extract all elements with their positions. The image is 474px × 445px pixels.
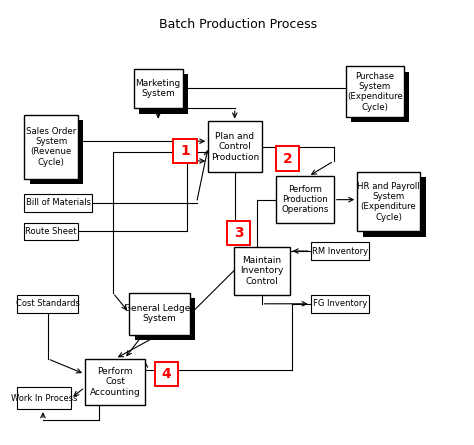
Text: Maintain
Inventory
Control: Maintain Inventory Control [240, 256, 283, 286]
Bar [24, 115, 78, 178]
Bar [139, 74, 188, 113]
Bar [24, 194, 92, 211]
Bar [310, 295, 369, 312]
Text: 1: 1 [180, 144, 190, 158]
Text: 2: 2 [283, 152, 292, 166]
Bar [310, 242, 369, 260]
Text: Purchase
System
(Expenditure
Cycle): Purchase System (Expenditure Cycle) [347, 72, 402, 112]
Bar [173, 139, 197, 163]
Bar [135, 298, 195, 340]
Bar [208, 121, 262, 172]
Text: Route Sheet: Route Sheet [25, 227, 77, 236]
Text: Batch Production Process: Batch Production Process [159, 18, 318, 31]
Bar [18, 295, 78, 312]
Text: HR and Payroll
System
(Expenditure
Cycle): HR and Payroll System (Expenditure Cycle… [357, 182, 420, 222]
Text: Plan and
Control
Production: Plan and Control Production [211, 132, 259, 162]
Text: 3: 3 [234, 226, 243, 240]
Bar [155, 362, 178, 386]
Text: FG Inventory: FG Inventory [312, 299, 367, 308]
Text: Perform
Production
Operations: Perform Production Operations [281, 185, 328, 214]
Bar [363, 177, 426, 237]
Bar [227, 221, 250, 245]
Bar [276, 146, 299, 170]
Bar [276, 176, 334, 222]
Text: RM Inventory: RM Inventory [312, 247, 368, 255]
Text: Sales Order
System
(Revenue
Cycle): Sales Order System (Revenue Cycle) [26, 126, 76, 167]
Bar [85, 359, 146, 405]
Bar [18, 387, 71, 409]
Text: Work In Process: Work In Process [11, 394, 77, 403]
Text: General Ledger
System: General Ledger System [124, 304, 194, 324]
Text: Marketing
System: Marketing System [136, 79, 181, 98]
Bar [351, 72, 410, 122]
Bar [24, 222, 78, 240]
Text: Perform
Cost
Accounting: Perform Cost Accounting [90, 367, 140, 396]
Text: 4: 4 [162, 367, 171, 381]
Bar [357, 172, 420, 231]
Text: Bill of Materials: Bill of Materials [26, 198, 91, 207]
Text: Cost Standards: Cost Standards [16, 299, 80, 308]
Bar [30, 120, 83, 184]
Bar [234, 247, 290, 295]
Bar [346, 66, 404, 117]
Bar [129, 293, 190, 335]
Bar [134, 69, 182, 108]
